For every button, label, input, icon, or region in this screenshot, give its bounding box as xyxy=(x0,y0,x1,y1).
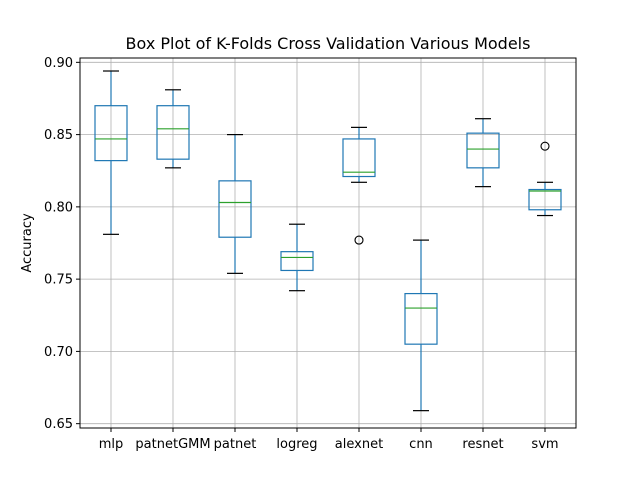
outlier-point xyxy=(540,141,550,151)
iqr-box xyxy=(466,132,500,169)
iqr-box xyxy=(218,180,252,238)
y-axis-label: Accuracy xyxy=(20,213,35,273)
x-tick-label-svm: svm xyxy=(531,437,558,452)
box-group-resnet xyxy=(466,118,500,188)
iqr-box xyxy=(280,251,314,272)
plot-frame xyxy=(79,57,577,429)
box-group-mlp xyxy=(94,70,128,235)
iqr-box xyxy=(528,188,562,211)
box-layer xyxy=(94,70,562,412)
tick-layer: 0.65 0.70 0.75 0.80 0.85 0.90 mlp patnetGMM patn… xyxy=(44,56,559,452)
y-tick-label: 0.80 xyxy=(44,200,73,215)
y-tick-label: 0.65 xyxy=(44,417,73,432)
box-group-svm xyxy=(528,141,562,217)
x-tick-label-patnet: patnet xyxy=(214,437,257,452)
x-tick-label-resnet: resnet xyxy=(462,437,503,452)
x-tick-label-mlp: mlp xyxy=(99,437,124,452)
iqr-box xyxy=(404,292,438,345)
box-group-alexnet xyxy=(342,126,376,245)
y-tick-label: 0.75 xyxy=(44,273,73,288)
iqr-box xyxy=(342,138,376,178)
iqr-box xyxy=(156,105,190,160)
x-tick-label-logreg: logreg xyxy=(276,437,317,452)
box-group-patnet xyxy=(218,134,252,274)
y-tick-label: 0.85 xyxy=(44,128,73,143)
chart-title: Box Plot of K-Folds Cross Validation Var… xyxy=(126,34,531,53)
iqr-box xyxy=(94,105,128,162)
y-tick-label: 0.70 xyxy=(44,345,73,360)
box-group-logreg xyxy=(280,223,314,292)
x-tick-label-cnn: cnn xyxy=(409,437,433,452)
grid-layer xyxy=(80,58,576,428)
x-tick-label-patnetGMM: patnetGMM xyxy=(135,437,210,452)
box-group-cnn xyxy=(404,239,438,412)
y-tick-label: 0.90 xyxy=(44,56,73,71)
box-group-patnetGMM xyxy=(156,89,190,169)
x-tick-label-alexnet: alexnet xyxy=(335,437,383,452)
outlier-point xyxy=(354,235,364,245)
